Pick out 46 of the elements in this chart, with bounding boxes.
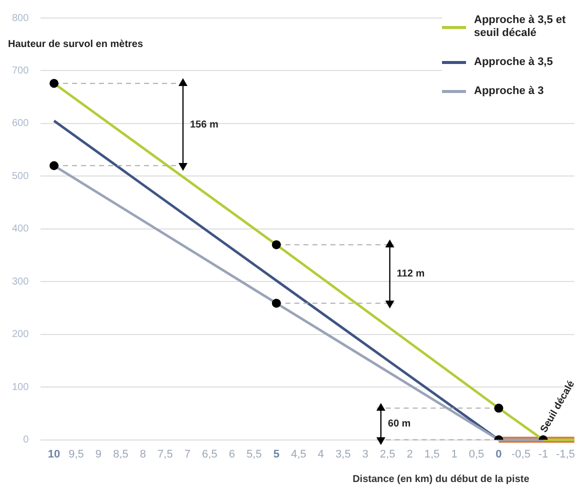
y-tick-label: 500 — [12, 170, 30, 182]
x-tick-label: 1 — [451, 448, 458, 460]
legend-label: Approche à 3,5 et seuil décalé — [474, 14, 567, 40]
x-axis-title: Distance (en km) du début de la piste — [352, 474, 530, 485]
point — [50, 78, 59, 88]
x-tick-label: 2,5 — [380, 448, 396, 460]
y-tick-label: 700 — [12, 65, 30, 76]
point — [272, 240, 281, 250]
y-tick-label: 0 — [23, 434, 30, 446]
x-tick-label: 7,5 — [158, 448, 173, 460]
x-tick-label: 6,5 — [202, 448, 218, 460]
annotation: 60 m — [388, 418, 411, 430]
x-tick-label: 9,5 — [68, 448, 84, 460]
point — [272, 298, 281, 308]
point — [50, 161, 59, 170]
legend-label: Approche à 3 — [474, 85, 544, 98]
x-tick-label: 5,5 — [246, 448, 262, 460]
legend-label: Approche à 3,5 — [474, 56, 553, 69]
y-tick-label: 200 — [12, 329, 30, 340]
x-tick-label: 7 — [184, 448, 190, 460]
x-tick-label: 6 — [228, 448, 235, 460]
annotation: 112 m — [396, 268, 425, 280]
y-tick-label: 800 — [12, 12, 30, 24]
x-tick-label: 3 — [362, 448, 368, 460]
y-tick-label: 600 — [12, 118, 30, 130]
x-tick-label: 5 — [273, 448, 280, 460]
y-axis-title: Hauteur de survol en mètres — [8, 38, 144, 50]
y-tick-label: 300 — [12, 276, 30, 288]
point — [494, 404, 504, 413]
x-tick-label: 3,5 — [335, 448, 351, 460]
x-tick-label: 8,5 — [113, 448, 128, 460]
x-tick-label: 0 — [496, 448, 502, 460]
x-tick-label: 4 — [318, 448, 324, 460]
x-tick-label: -1 — [538, 448, 548, 460]
x-tick-label: 0,5 — [468, 448, 484, 460]
x-tick-label: -0,5 — [511, 448, 530, 460]
y-tick-label: 400 — [12, 224, 30, 235]
annotation: 156 m — [190, 119, 218, 130]
x-tick-label: -1,5 — [556, 448, 575, 460]
x-tick-label: 10 — [48, 448, 60, 460]
x-tick-label: 4,5 — [290, 448, 306, 460]
x-tick-label: 9 — [95, 448, 102, 460]
x-tick-label: 8 — [140, 448, 146, 460]
x-tick-label: 2 — [406, 448, 413, 460]
y-tick-label: 100 — [12, 382, 30, 393]
x-tick-label: 1,5 — [424, 448, 440, 460]
